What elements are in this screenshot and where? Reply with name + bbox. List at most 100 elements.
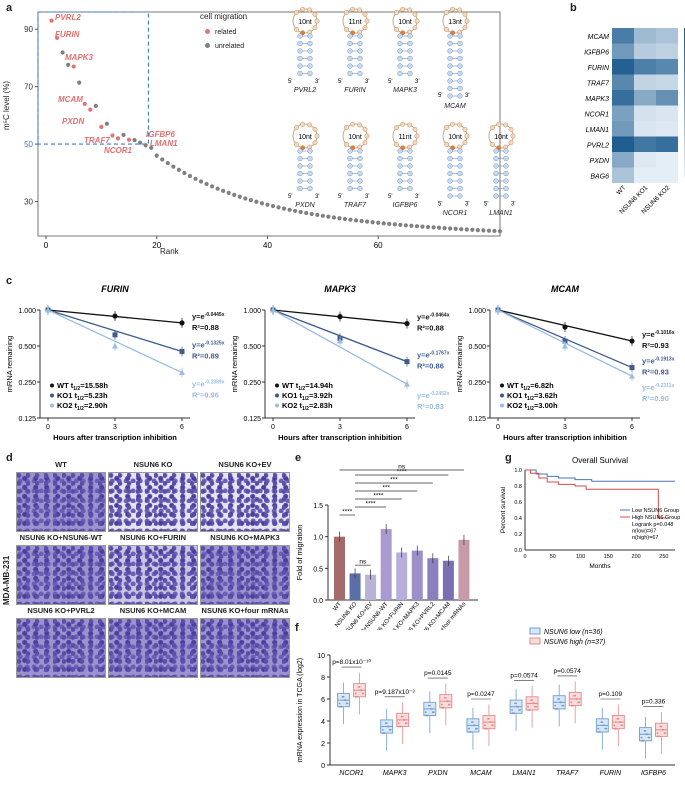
data-point-ko2: [562, 343, 568, 349]
hairpin-furin: 11nt 5' 3' FURIN: [332, 5, 378, 115]
stem-base: [447, 193, 453, 199]
unrelated-point: [165, 161, 170, 166]
heatmap-cell: [612, 43, 634, 59]
stem-base: [503, 170, 509, 177]
stem-base: [407, 185, 413, 192]
sample-dot: [640, 736, 643, 739]
heatmap-row-label: MCAM: [588, 34, 610, 41]
y-tick-label: 0.500: [468, 344, 486, 351]
x-tick-label: 0: [523, 554, 526, 560]
sample-dot: [397, 722, 400, 725]
heatmap-cell: [634, 167, 656, 183]
legend-low: Low NSUN6 Group: [632, 508, 679, 514]
stem-base: [297, 33, 303, 39]
y-tick-label: 0.500: [243, 344, 261, 351]
stem-base: [347, 48, 353, 54]
loop-base: [496, 145, 502, 151]
sample-dot: [432, 711, 435, 714]
loop-base: [357, 122, 362, 128]
r-squared-ko2: R²=0.83: [417, 402, 444, 411]
stem-base: [297, 40, 303, 47]
loop-base: [450, 30, 456, 36]
hairpin-gene-label: PVRL2: [293, 87, 317, 94]
stem-base: [357, 33, 363, 39]
panel-f-boxplots: 10 8 6 4 2 0 mRNA expression in TCGA (log2) NSU…: [297, 627, 675, 777]
y-tick-label: 4: [321, 719, 325, 726]
loop-base: [510, 133, 516, 139]
migration-image: [16, 472, 106, 532]
sample-dot: [531, 699, 533, 701]
stem-base: [397, 55, 403, 62]
p-value-label: p=9.187x10⁻³: [375, 689, 416, 696]
stem-base: [397, 163, 403, 169]
sample-dot: [405, 722, 408, 725]
related-point: [126, 137, 132, 142]
loop-length: 10nt: [494, 134, 508, 141]
loop-base: [503, 122, 508, 128]
loop-base: [444, 10, 449, 15]
stem-base: [297, 185, 303, 192]
loop-base: [350, 30, 356, 36]
stem-base: [457, 193, 463, 199]
sample-dot: [570, 701, 573, 704]
stem-base: [307, 40, 313, 47]
y-tick-label: 2: [321, 741, 325, 748]
stem-base: [347, 40, 353, 47]
loop-base: [350, 145, 356, 151]
km-ylabel: Percent survival: [500, 486, 507, 533]
unrelated-point: [359, 218, 364, 224]
loop-base: [450, 6, 456, 12]
migration-image: [16, 545, 106, 605]
sample-dot: [658, 735, 661, 738]
p-value-label: p=8.01x10⁻¹⁰: [332, 658, 371, 666]
y-tick-label: 0.125: [468, 416, 486, 423]
unrelated-point: [293, 208, 298, 214]
stem-base: [347, 63, 353, 69]
hairpin-gene-label: MAPK3: [393, 87, 417, 94]
panel-label-f: f: [295, 622, 299, 634]
unrelated-point: [154, 153, 159, 158]
stem-base: [447, 163, 453, 169]
bar: [427, 558, 439, 600]
loop-base: [457, 7, 462, 13]
stem-base: [397, 155, 403, 162]
decay-xlabel: Hours after transcription inhibition: [278, 433, 402, 442]
migration-image: [200, 545, 290, 605]
data-point-ko2: [629, 373, 635, 379]
unrelated-point: [464, 227, 469, 232]
sample-dot: [603, 724, 606, 727]
unrelated-point: [448, 226, 453, 231]
stem-base: [457, 185, 463, 192]
heatmap-cell: [656, 105, 678, 121]
loop-base: [444, 27, 449, 32]
km-stat: n(low)=67: [632, 529, 656, 535]
hairpin-mapk3: 10nt 5' 3' MAPK3: [382, 5, 428, 115]
loop-base: [407, 122, 412, 128]
data-point-ko1: [112, 332, 118, 338]
stem-base: [493, 163, 499, 169]
y-tick-label: 0.0: [313, 598, 323, 605]
stem-base: [297, 55, 303, 62]
five-prime-end: 5': [438, 202, 442, 208]
heatmap-cell: [656, 136, 678, 152]
loop-base: [344, 125, 349, 130]
heatmap-row-label: MAPK3: [585, 96, 609, 103]
hairpin-gene-label: PXDN: [295, 202, 315, 209]
unrelated-point: [425, 224, 431, 230]
significance-label: ns: [398, 464, 406, 471]
unrelated-point: [254, 199, 259, 204]
stem-base: [457, 93, 463, 99]
sample-dot: [424, 711, 427, 714]
p-value-label: p=0.109: [598, 691, 622, 698]
panel-label-g: g: [505, 452, 512, 464]
migration-image: [108, 472, 198, 532]
km-title: Overall Survival: [572, 456, 628, 465]
bar: [349, 573, 361, 600]
loop-base: [364, 133, 370, 139]
y-tick-label: 0.500: [18, 344, 36, 351]
loop-base: [294, 125, 299, 130]
sample-dot: [428, 704, 431, 707]
y-tick-label: 0.125: [243, 416, 261, 423]
heatmap-cell: [612, 28, 634, 44]
